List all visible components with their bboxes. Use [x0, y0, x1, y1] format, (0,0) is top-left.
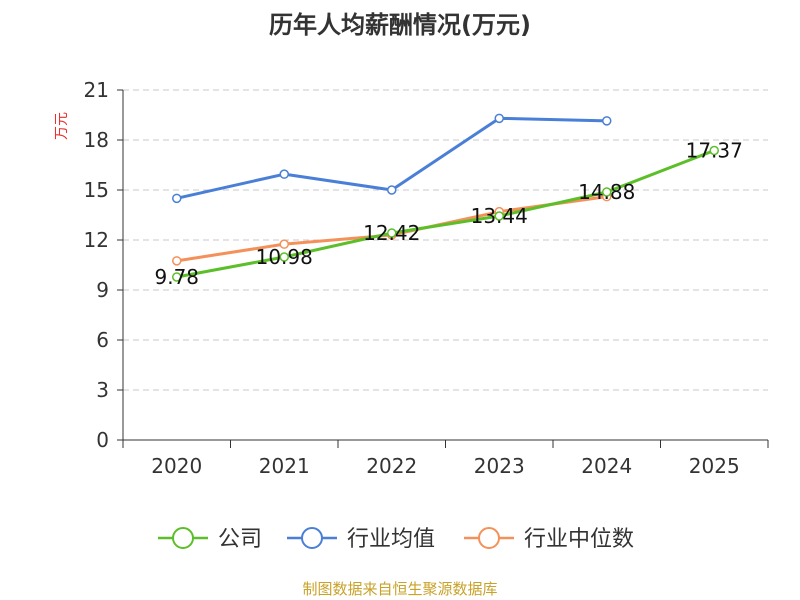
legend-marker-0	[172, 527, 194, 549]
x-tick-label: 2020	[151, 454, 202, 478]
y-tick-label: 6	[96, 328, 109, 352]
data-point	[709, 145, 719, 156]
data-point	[602, 116, 612, 126]
y-axis-unit-label: 万元	[54, 112, 70, 140]
y-tick-label: 18	[84, 128, 109, 152]
data-point	[494, 211, 504, 221]
data-point	[172, 272, 182, 282]
legend-marker-1	[301, 527, 323, 549]
legend-marker-2	[478, 527, 500, 549]
x-tick-label: 2023	[474, 454, 525, 478]
data-label: 17.37	[686, 139, 743, 163]
x-tick-label: 2021	[259, 454, 310, 478]
series-layer	[172, 113, 719, 282]
data-label: 13.44	[471, 204, 528, 228]
x-tick-label: 2025	[689, 454, 740, 478]
y-tick-label: 9	[96, 278, 109, 302]
data-label: 10.98	[256, 245, 313, 269]
data-point	[279, 169, 289, 179]
data-point	[602, 187, 612, 197]
chart-title: 历年人均薪酬情况(万元)	[269, 11, 531, 39]
data-label: 9.78	[154, 265, 199, 289]
data-point	[387, 185, 397, 195]
gridlines	[123, 89, 768, 391]
data-point	[494, 113, 504, 124]
y-tick-label: 21	[84, 78, 109, 102]
legend-label-1: 行业均值	[347, 527, 435, 552]
legend-label-2: 行业中位数	[524, 527, 634, 552]
y-tick-label: 0	[96, 428, 109, 452]
y-tick-label: 15	[84, 178, 109, 202]
data-label: 12.42	[363, 221, 420, 245]
x-tick-label: 2022	[366, 454, 417, 478]
data-point	[172, 193, 182, 204]
y-axis-ticks: 0 3 6 9 12 15 18 21	[84, 78, 123, 452]
series-line-0	[176, 149, 715, 279]
x-tick-label: 2024	[581, 454, 632, 478]
data-point	[387, 228, 397, 238]
source-note: 制图数据来自恒生聚源数据库	[302, 580, 497, 598]
data-labels: 9.78 10.98 12.42 13.44 14.88 17.37	[154, 139, 742, 290]
y-tick-label: 3	[96, 378, 109, 402]
axes	[122, 90, 768, 441]
data-point	[279, 239, 289, 249]
legend: 公司 行业均值 行业中位数	[158, 527, 634, 552]
y-tick-label: 12	[84, 228, 109, 252]
data-point	[279, 252, 289, 262]
x-axis-ticks: 2020 2021 2022 2023 2024 2025	[122, 440, 769, 478]
legend-label-0: 公司	[218, 527, 262, 552]
data-label: 14.88	[578, 180, 635, 204]
data-point	[172, 256, 182, 266]
